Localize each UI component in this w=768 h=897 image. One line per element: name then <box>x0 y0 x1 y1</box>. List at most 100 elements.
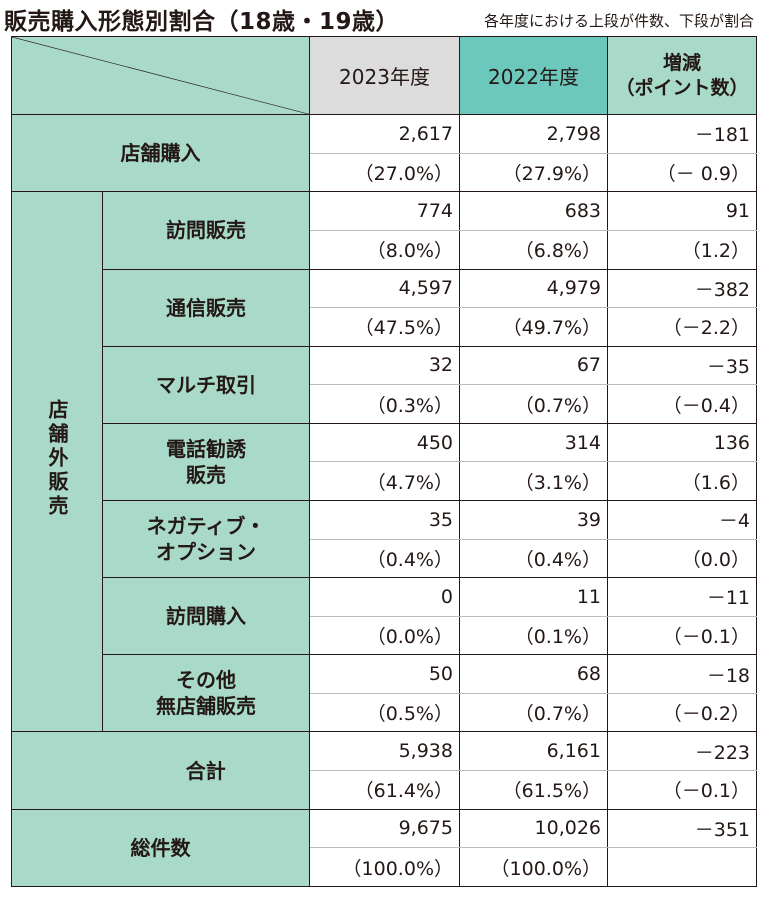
share-2023: （61.4%） <box>309 770 460 810</box>
share-diff: （1.6） <box>607 461 757 501</box>
count-2022: 11 <box>459 577 608 617</box>
table-row: 合計 5,938 6,161 －223 <box>11 731 757 810</box>
share-2023: （100.0%） <box>309 847 460 887</box>
row-label-store: 店舗購入 <box>11 114 310 193</box>
share-diff: （－0.1） <box>607 615 757 656</box>
count-2022: 4,979 <box>459 268 608 309</box>
table-row: （8.0%） （6.8%） （1.2） <box>12 229 757 270</box>
header-corner <box>11 35 310 116</box>
share-diff: （－ 0.9） <box>607 152 757 193</box>
table-row: 総件数 9,675 10,026 －351 <box>11 808 757 888</box>
count-2022: 2,798 <box>459 114 608 154</box>
page-title: 販売購入形態別割合（18歳・19歳） <box>4 9 400 35</box>
share-2022: （0.1%） <box>459 615 608 656</box>
subtotal-spacer <box>11 731 103 810</box>
count-diff: －35 <box>607 345 757 386</box>
count-2022: 6,161 <box>459 731 608 772</box>
row-label: マルチ取引 <box>102 345 310 424</box>
share-2023: （8.0%） <box>309 229 460 270</box>
table-row: （0.0%） （0.1%） （－0.1） <box>12 615 757 656</box>
table-row: 電話勧誘 販売 450 314 136 <box>12 422 757 501</box>
row-label: 訪問購入 <box>102 577 310 656</box>
group-label-offstore-text: 店舗外販売 <box>45 398 69 519</box>
table-row: （61.4%） （61.5%） （－0.1） <box>12 770 757 810</box>
share-2022: （27.9%） <box>459 152 608 193</box>
share-2022: （100.0%） <box>459 847 608 887</box>
table-row: （0.5%） （0.7%） （－0.2） <box>12 692 757 733</box>
share-2023: （0.0%） <box>309 615 460 656</box>
share-diff: （1.2） <box>607 229 757 270</box>
share-diff: （－2.2） <box>607 307 757 347</box>
share-diff: （－0.4） <box>607 384 757 424</box>
count-2022: 314 <box>459 422 608 463</box>
count-2023: 4,597 <box>309 268 460 309</box>
count-diff: 91 <box>607 191 757 231</box>
count-2022: 10,026 <box>459 808 608 849</box>
share-2023: （47.5%） <box>309 307 460 347</box>
row-label: ネガティブ・ オプション <box>102 499 310 579</box>
count-2022: 39 <box>459 499 608 540</box>
table-note: 各年度における上段が件数、下段が割合 <box>483 12 754 30</box>
count-2023: 5,938 <box>309 731 460 772</box>
header-2023: 2023年度 <box>309 35 460 116</box>
share-2023: （27.0%） <box>309 152 460 193</box>
row-label-subtotal: 合計 <box>102 731 310 810</box>
table-row: 店舗外販売 訪問販売 774 683 91 <box>11 191 757 733</box>
table-row: マルチ取引 32 67 －35 <box>12 345 757 424</box>
count-2023: 450 <box>309 422 460 463</box>
count-2023: 35 <box>309 499 460 540</box>
share-2023: （0.3%） <box>309 384 460 424</box>
share-2022: （61.5%） <box>459 770 608 810</box>
share-2022: （6.8%） <box>459 229 608 270</box>
row-label: 電話勧誘 販売 <box>102 422 310 501</box>
count-2023: 9,675 <box>309 808 460 849</box>
count-2022: 683 <box>459 191 608 231</box>
share-2023: （0.5%） <box>309 692 460 733</box>
count-diff: －4 <box>607 499 757 540</box>
table-row: （27.0%） （27.9%） （－ 0.9） <box>12 152 757 193</box>
count-2022: 68 <box>459 654 608 694</box>
share-2023: （0.4%） <box>309 538 460 579</box>
count-diff: －382 <box>607 268 757 309</box>
share-2022: （0.4%） <box>459 538 608 579</box>
count-2023: 50 <box>309 654 460 694</box>
count-diff: －223 <box>607 731 757 772</box>
header-2022: 2022年度 <box>459 35 608 116</box>
share-2022: （3.1%） <box>459 461 608 501</box>
row-label-total: 総件数 <box>11 808 310 888</box>
share-diff: （－0.2） <box>607 692 757 733</box>
share-2022: （0.7%） <box>459 692 608 733</box>
count-diff: －351 <box>607 808 757 849</box>
table-row: 通信販売 4,597 4,979 －382 <box>12 268 757 347</box>
count-2023: 774 <box>309 191 460 231</box>
row-label: 通信販売 <box>102 268 310 347</box>
share-2023: （4.7%） <box>309 461 460 501</box>
table-row: （0.3%） （0.7%） （－0.4） <box>12 384 757 424</box>
sales-form-table: 2023年度 2022年度 増減 （ポイント数） 店舗購入 2,617 2,798 －… <box>11 35 757 888</box>
share-diff <box>607 847 757 887</box>
share-diff: （－0.1） <box>607 770 757 810</box>
group-label-offstore: 店舗外販売 <box>11 191 103 733</box>
share-diff: （0.0） <box>607 538 757 579</box>
table-row: （47.5%） （49.7%） （－2.2） <box>12 307 757 347</box>
count-2023: 32 <box>309 345 460 386</box>
count-2023: 2,617 <box>309 114 460 154</box>
table-row: その他 無店舗販売 50 68 －18 <box>12 654 757 733</box>
count-diff: －11 <box>607 577 757 617</box>
share-2022: （49.7%） <box>459 307 608 347</box>
share-2022: （0.7%） <box>459 384 608 424</box>
header-row: 2023年度 2022年度 増減 （ポイント数） <box>11 35 757 116</box>
row-label: その他 無店舗販売 <box>102 654 310 733</box>
header-diff: 増減 （ポイント数） <box>607 35 757 116</box>
table-row: ネガティブ・ オプション 35 39 －4 <box>12 499 757 579</box>
count-diff: 136 <box>607 422 757 463</box>
row-label: 訪問販売 <box>102 191 310 270</box>
count-diff: －18 <box>607 654 757 694</box>
count-diff: －181 <box>607 114 757 154</box>
table-row: （100.0%） （100.0%） <box>12 847 757 887</box>
table-row: 店舗購入 2,617 2,798 －181 <box>11 114 757 193</box>
table-row: （0.4%） （0.4%） （0.0） <box>12 538 757 579</box>
count-2022: 67 <box>459 345 608 386</box>
table-row: 訪問購入 0 11 －11 <box>12 577 757 656</box>
count-2023: 0 <box>309 577 460 617</box>
